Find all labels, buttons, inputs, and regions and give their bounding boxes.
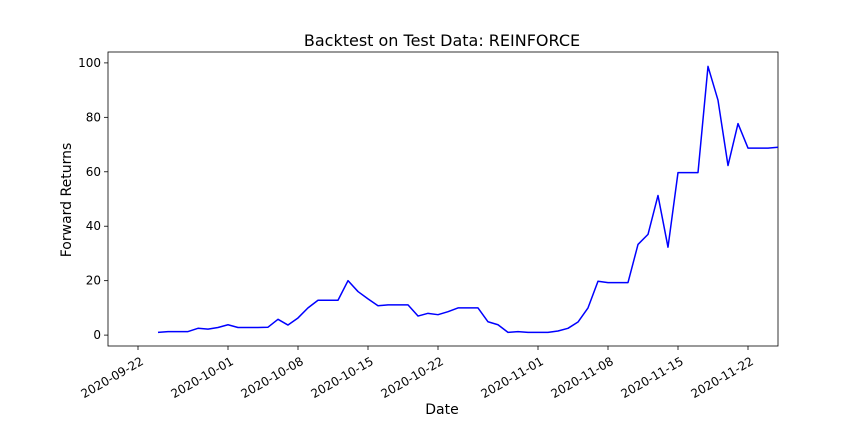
x-tick-label: 2020-09-22 <box>78 354 145 401</box>
x-tick-label: 2020-11-01 <box>478 354 545 401</box>
y-tick-label: 20 <box>86 274 101 288</box>
plot-frame <box>107 51 779 347</box>
y-tick-label: 60 <box>86 165 101 179</box>
y-tick-label: 0 <box>93 328 101 342</box>
y-tick-label: 80 <box>86 110 101 124</box>
chart-title: Backtest on Test Data: REINFORCE <box>304 31 580 50</box>
x-axis-label: Date <box>425 402 458 418</box>
x-tick-label: 2020-11-08 <box>548 354 615 401</box>
x-tick-label: 2020-11-15 <box>618 354 685 401</box>
x-tick-label: 2020-10-08 <box>238 354 305 401</box>
y-tick-label: 100 <box>78 56 101 70</box>
series-line <box>157 65 779 334</box>
x-tick-label: 2020-10-01 <box>168 354 235 401</box>
x-tick-label: 2020-10-22 <box>378 354 445 401</box>
y-tick-label: 40 <box>86 219 101 233</box>
x-tick-label: 2020-11-22 <box>688 354 755 401</box>
x-tick-label: 2020-10-15 <box>308 354 375 401</box>
y-axis-label: Forward Returns <box>59 143 75 258</box>
